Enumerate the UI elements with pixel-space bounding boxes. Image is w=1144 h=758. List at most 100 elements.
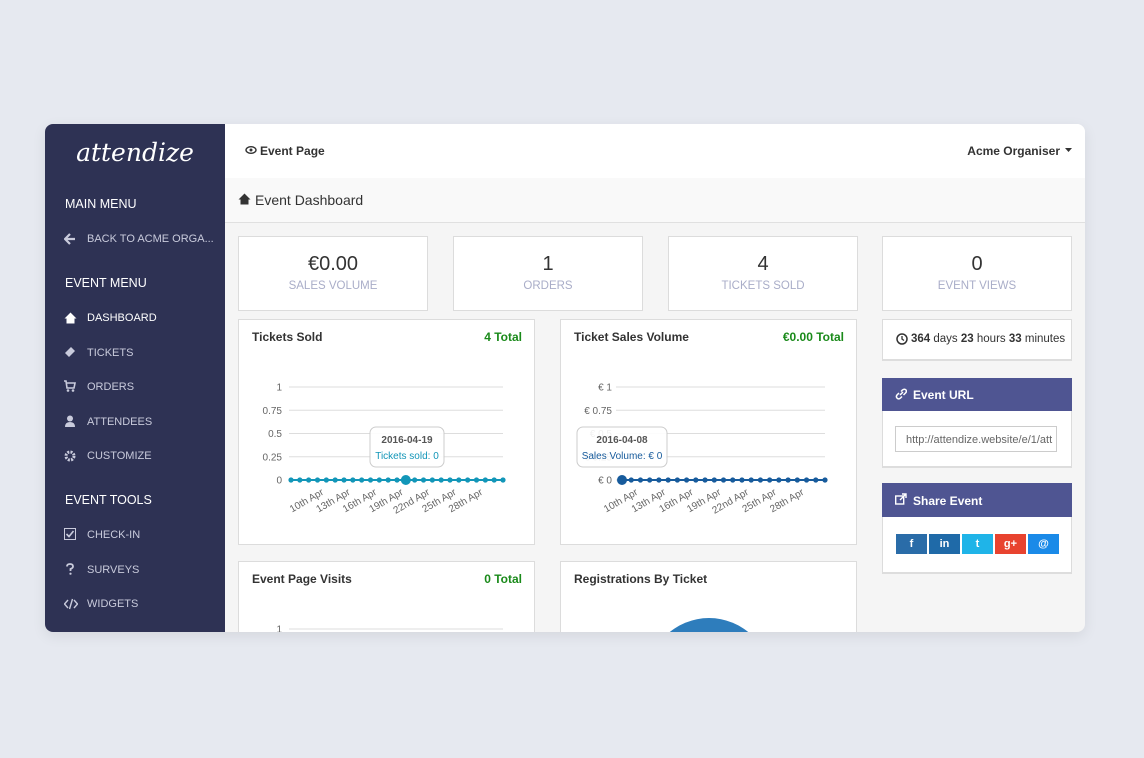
- point: [776, 477, 782, 483]
- y-tick-label: 1: [276, 625, 282, 633]
- label: hours: [976, 333, 1006, 345]
- point: [394, 477, 400, 483]
- y-tick-label: 1: [276, 383, 282, 394]
- point: [674, 477, 680, 483]
- icon: [64, 528, 76, 540]
- point: [637, 477, 644, 483]
- event-page-link[interactable]: Event Page: [260, 144, 325, 158]
- icon: [896, 333, 908, 345]
- icon: [895, 388, 907, 400]
- menu-item[interactable]: TICKETS: [87, 347, 134, 359]
- point: [730, 477, 736, 483]
- menu-item[interactable]: CHECK-IN: [87, 529, 141, 541]
- chart-panel: Registrations By Ticket: [560, 561, 857, 632]
- icon: [64, 380, 76, 392]
- point: [385, 477, 391, 483]
- y-tick-label: 0.75: [263, 406, 283, 417]
- point: [665, 477, 671, 483]
- event-url-panel: Event URL http://attendize.website/e/1/a…: [882, 378, 1072, 468]
- y-tick-label: € 0: [598, 476, 612, 487]
- logo[interactable]: attendize: [76, 138, 194, 167]
- point: [400, 475, 411, 485]
- y-tick-label: € 0.75: [584, 406, 612, 417]
- menu-heading: EVENT MENU: [65, 276, 147, 290]
- point: [822, 477, 828, 483]
- tooltip-value: Sales Volume: € 0: [582, 451, 663, 462]
- menu-item[interactable]: ORDERS: [87, 381, 135, 393]
- countdown-text: 364 days 23 hours 33 minutes: [911, 333, 1065, 345]
- point: [748, 477, 754, 483]
- point: [350, 477, 356, 483]
- tooltip-date: 2016-04-08: [596, 435, 648, 446]
- tooltip-value: Tickets sold: 0: [375, 451, 439, 462]
- point: [785, 477, 791, 483]
- page-title: Event Dashboard: [255, 192, 364, 208]
- y-tick-label: € 1: [598, 383, 612, 394]
- stat-box: 1 ORDERS: [453, 236, 643, 311]
- menu-heading: MAIN MENU: [65, 197, 137, 211]
- point: [803, 477, 810, 483]
- panel-total: €0.00 Total: [782, 330, 844, 344]
- organiser-menu[interactable]: Acme Organiser: [967, 144, 1060, 158]
- pie: [669, 618, 749, 632]
- panel-title: Registrations By Ticket: [574, 572, 708, 586]
- icon: [245, 146, 257, 154]
- share-button[interactable]: @: [1028, 534, 1059, 554]
- menu-item[interactable]: WIDGETS: [87, 598, 139, 610]
- point: [438, 477, 444, 483]
- y-tick-label: 0.25: [263, 452, 283, 463]
- stat-label: ORDERS: [523, 280, 573, 292]
- point: [757, 477, 764, 483]
- point: [693, 477, 699, 483]
- share-button[interactable]: g+: [995, 534, 1026, 554]
- icon: [64, 233, 75, 245]
- hours: 23: [960, 333, 974, 345]
- point: [491, 477, 497, 483]
- icon: [64, 598, 78, 610]
- chart-panel: Tickets Sold 4 Total 0 0.25 0.5 0.75 1 10th Apr…: [238, 319, 535, 545]
- point: [739, 477, 745, 483]
- point: [617, 475, 627, 485]
- panel-title: Ticket Sales Volume: [574, 330, 689, 344]
- icon: [238, 193, 251, 205]
- y-tick-label: 0: [276, 476, 282, 487]
- menu-item[interactable]: CUSTOMIZE: [87, 450, 152, 462]
- label: minutes: [1024, 333, 1066, 345]
- topbar: Event Page Acme Organiser: [225, 124, 1085, 179]
- share-button[interactable]: f: [896, 534, 927, 554]
- point: [447, 477, 453, 483]
- point: [420, 477, 427, 483]
- stat-value: 1: [542, 253, 554, 275]
- panel-total: 4 Total: [484, 330, 522, 344]
- page-header: Event Dashboard: [225, 178, 1085, 223]
- menu-item[interactable]: DASHBOARD: [87, 312, 157, 324]
- days: 364: [911, 333, 931, 345]
- point: [767, 477, 773, 483]
- share-button[interactable]: in: [929, 534, 960, 554]
- point: [473, 477, 480, 483]
- point: [306, 477, 312, 483]
- url-input[interactable]: http://attendize.website/e/1/att: [895, 426, 1057, 452]
- share-button[interactable]: t: [962, 534, 993, 554]
- app-window: attendize MAIN MENU BACK TO ACME ORGA...…: [45, 124, 1085, 632]
- chart: 1: [276, 625, 503, 633]
- stat-value: €0.00: [307, 253, 359, 275]
- icon: [65, 415, 75, 427]
- stat-label: TICKETS SOLD: [721, 280, 805, 292]
- menu-item[interactable]: BACK TO ACME ORGA...: [87, 233, 214, 245]
- point: [683, 477, 690, 483]
- panel-title: Event URL: [913, 388, 974, 402]
- y-tick-label: 0.5: [268, 429, 282, 440]
- menu-item[interactable]: ATTENDEES: [87, 416, 153, 428]
- point: [288, 477, 294, 483]
- panel-header: Share Event: [882, 483, 1072, 517]
- label: days: [933, 333, 958, 345]
- icon: [65, 347, 75, 357]
- point: [465, 477, 471, 483]
- countdown: 364 days 23 hours 33 minutes: [882, 319, 1072, 361]
- tooltip: [369, 426, 445, 468]
- stat-label: SALES VOLUME: [288, 280, 378, 292]
- panel-header: Event URL: [882, 378, 1072, 411]
- menu-item[interactable]: SURVEYS: [87, 564, 140, 576]
